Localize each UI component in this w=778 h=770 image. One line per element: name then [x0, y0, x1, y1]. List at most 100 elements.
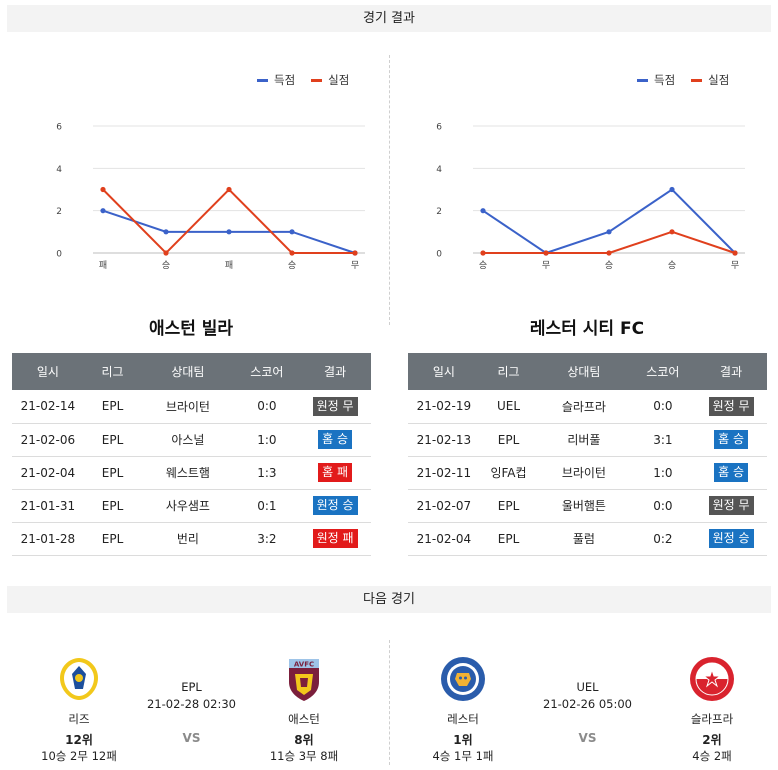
cell-opponent: 브라이턴 [141, 390, 235, 424]
cell-league: EPL [83, 522, 142, 556]
result-badge: 홈 승 [714, 430, 749, 449]
cell-league: EPL [83, 489, 142, 523]
data-point[interactable] [163, 250, 169, 256]
legend-scored[interactable]: 득점 [257, 72, 295, 88]
data-point[interactable] [669, 229, 675, 235]
result-badge: 홈 승 [714, 463, 749, 482]
y-tick-label: 2 [436, 207, 442, 217]
result-badge: 원정 무 [708, 496, 754, 515]
x-tick-label: 무 [731, 260, 739, 271]
cell-league: EPL [479, 423, 538, 457]
team-name: 애스턴 [288, 712, 320, 726]
y-tick-label: 4 [56, 165, 62, 175]
column-header: 리그 [83, 353, 142, 390]
data-point[interactable] [606, 229, 612, 235]
leicester-crest-icon [441, 657, 485, 701]
cell-date: 21-02-11 [408, 456, 480, 490]
cell-result: 원정 무 [695, 390, 767, 424]
x-tick-label: 승 [162, 260, 170, 271]
legend-conceded-label: 실점 [708, 73, 730, 87]
result-badge: 홈 승 [318, 430, 353, 449]
cell-date: 21-01-31 [12, 489, 84, 523]
cell-score: 0:2 [630, 522, 696, 556]
data-point[interactable] [669, 186, 675, 193]
cell-league: UEL [479, 390, 538, 424]
data-point[interactable] [226, 186, 232, 193]
vs-label: VS [182, 731, 201, 745]
legend-scored[interactable]: 득점 [637, 72, 675, 88]
table-row[interactable]: 21-02-14 EPL 브라이턴 0:0 원정 무 [12, 390, 371, 424]
data-point[interactable] [606, 250, 612, 256]
series-line-scored [482, 188, 736, 255]
team-record: 10승 2무 12패 [41, 749, 117, 763]
column-header: 상대팀 [141, 353, 235, 390]
home-team[interactable]: 레스터 1위 4승 1무 1패 [408, 650, 518, 764]
aston-villa-crest-icon: AVFC [289, 659, 319, 701]
result-badge: 원정 승 [708, 529, 754, 548]
cell-date: 21-01-28 [12, 522, 84, 556]
table-row[interactable]: 21-01-31 EPL 사우샘프 0:1 원정 승 [12, 489, 371, 523]
legend-conceded[interactable]: 실점 [691, 72, 729, 88]
cell-date: 21-02-14 [12, 390, 84, 424]
legend-conceded[interactable]: 실점 [311, 72, 349, 88]
chart-legend-right: 득점 실점 [637, 72, 729, 88]
cell-score: 3:1 [630, 423, 696, 457]
result-badge: 원정 무 [312, 396, 358, 416]
team-title-left: 애스턴 빌라 [148, 319, 234, 339]
data-point[interactable] [163, 229, 169, 235]
results-chart-right: 0 2 4 6 승 무 승 승 무 [436, 123, 745, 271]
data-point[interactable] [480, 208, 486, 214]
table-row[interactable]: 21-02-13 EPL 리버풀 3:1 홈 승 [408, 423, 767, 457]
home-team[interactable]: 리즈 12위 10승 2무 12패 [24, 650, 134, 764]
x-tick-label: 승 [605, 260, 613, 271]
data-point[interactable] [100, 208, 106, 214]
legend-conceded-swatch [691, 78, 703, 82]
cell-score: 0:0 [234, 390, 300, 424]
cell-result: 원정 패 [299, 522, 371, 556]
table-row[interactable]: 21-02-11 잉FA컵 브라이턴 1:0 홈 승 [408, 456, 767, 490]
table-row[interactable]: 21-02-06 EPL 아스널 1:0 홈 승 [12, 423, 371, 457]
cell-score: 0:0 [630, 390, 696, 424]
team-record: 4승 2패 [692, 749, 732, 763]
team-name: 슬라프라 [690, 712, 734, 726]
next-match-left[interactable]: 리즈 12위 10승 2무 12패 EPL 21-02-28 02:30 VS … [12, 650, 371, 765]
svg-text:AVFC: AVFC [294, 661, 314, 669]
data-point[interactable] [289, 229, 295, 235]
team-rank: 1위 [453, 733, 473, 747]
y-tick-label: 4 [436, 165, 442, 175]
legend-scored-swatch [637, 78, 648, 82]
y-tick-label: 6 [56, 123, 62, 133]
away-team[interactable]: AVFC 애스턴 8위 11승 3무 8패 [249, 650, 359, 764]
next-match-section-title: 다음 경기 [7, 586, 771, 613]
data-point[interactable] [732, 250, 738, 256]
data-point[interactable] [226, 229, 232, 235]
column-divider [389, 640, 390, 765]
match-info: EPL 21-02-28 02:30 VS [122, 680, 261, 745]
table-row[interactable]: 21-02-04 EPL 웨스트햄 1:3 홈 패 [12, 456, 371, 490]
table-row[interactable]: 21-02-04 EPL 풀럼 0:2 원정 승 [408, 522, 767, 556]
table-row[interactable]: 21-01-28 EPL 번리 3:2 원정 패 [12, 522, 371, 556]
data-point[interactable] [352, 250, 358, 256]
y-tick-label: 6 [436, 123, 442, 133]
data-point[interactable] [543, 250, 549, 256]
cell-date: 21-02-19 [408, 390, 480, 424]
cell-opponent: 리버풀 [537, 423, 631, 457]
cell-date: 21-02-06 [12, 423, 84, 457]
recent-results-table-right: 일시 리그 상대팀 스코어 결과 21-02-19 UEL 슬라프라 0:0 원정 무 21-02… [408, 353, 767, 556]
cell-opponent: 번리 [141, 522, 235, 556]
next-match-right[interactable]: 레스터 1위 4승 1무 1패 UEL 21-02-26 05:00 VS 슬라… [408, 650, 767, 765]
table-row[interactable]: 21-02-19 UEL 슬라프라 0:0 원정 무 [408, 390, 767, 424]
team-record: 11승 3무 8패 [269, 749, 339, 763]
data-point[interactable] [289, 250, 295, 256]
cell-opponent: 사우샘프 [141, 489, 235, 523]
match-info: UEL 21-02-26 05:00 VS [518, 680, 657, 745]
column-header: 상대팀 [537, 353, 631, 390]
away-team[interactable]: 슬라프라 2위 4승 2패 [657, 650, 767, 764]
cell-opponent: 슬라프라 [537, 390, 631, 424]
cell-opponent: 울버햄튼 [537, 489, 631, 523]
cell-league: 잉FA컵 [479, 456, 538, 490]
table-row[interactable]: 21-02-07 EPL 울버햄튼 0:0 원정 무 [408, 489, 767, 523]
data-point[interactable] [480, 250, 486, 256]
column-header: 스코어 [630, 353, 696, 390]
data-point[interactable] [100, 186, 106, 193]
